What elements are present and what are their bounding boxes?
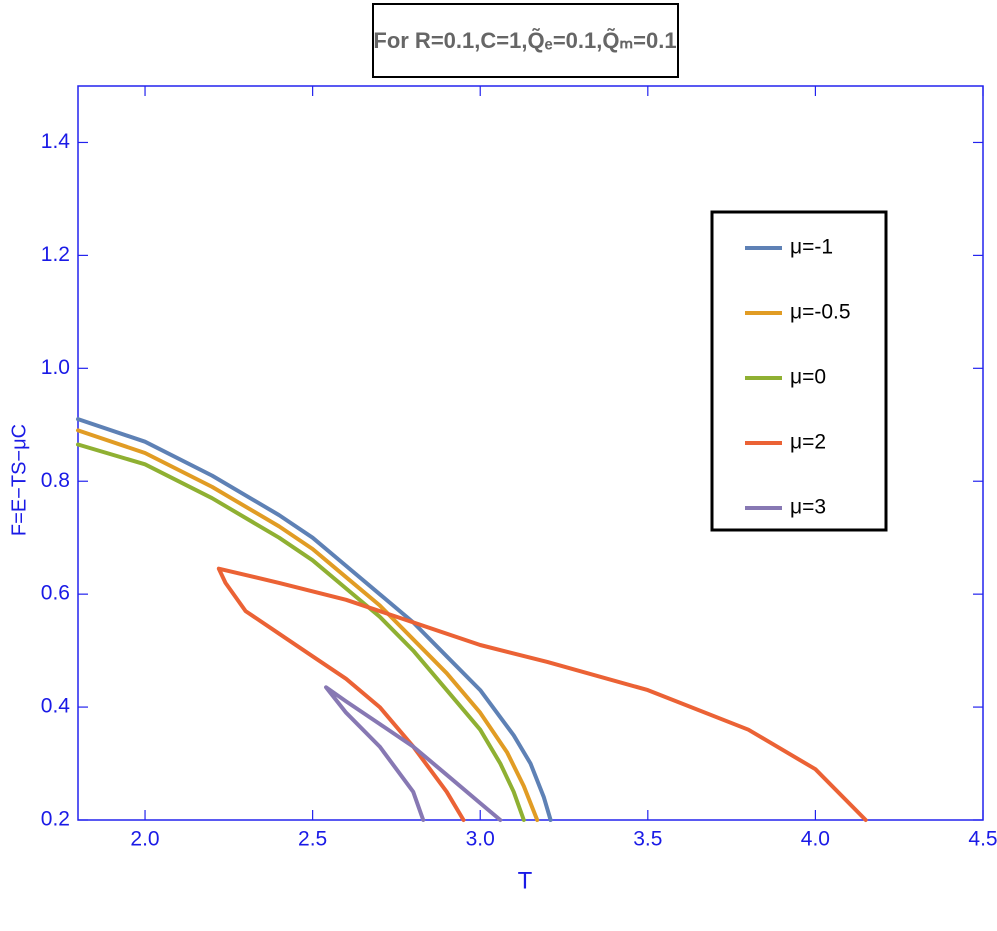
x-axis-label: T: [518, 867, 533, 894]
y-tick-label: 0.8: [41, 469, 70, 492]
x-tick-label: 4.5: [968, 828, 997, 851]
legend-box: [710, 210, 888, 532]
series-line: [76, 442, 526, 822]
series-line: [216, 566, 868, 822]
y-tick-label: 0.2: [41, 808, 70, 831]
x-tick-label: 3.0: [466, 828, 495, 851]
x-tick-label: 2.0: [130, 828, 159, 851]
legend-label: μ=3: [790, 496, 826, 519]
y-tick-label: 1.0: [41, 356, 70, 379]
legend-label: μ=-0.5: [790, 301, 851, 324]
x-tick-label: 4.0: [801, 828, 830, 851]
y-tick-label: 1.2: [41, 243, 70, 266]
legend-label: μ=0: [790, 366, 826, 389]
y-axis-label: F=E−TS−μC: [8, 424, 30, 536]
legend-label: μ=2: [790, 431, 826, 454]
plot-frame: [77, 85, 984, 821]
chart-title: For R=0.1,C=1,Q̃ₑ=0.1,Q̃ₘ=0.1: [373, 28, 676, 53]
series-line: [76, 428, 540, 822]
y-tick-label: 0.4: [41, 695, 71, 718]
x-tick-label: 3.5: [633, 828, 662, 851]
legend-label: μ=-1: [790, 236, 833, 259]
x-tick-label: 2.5: [298, 828, 327, 851]
title-box: [372, 3, 679, 78]
y-tick-label: 1.4: [41, 130, 71, 153]
series-line: [324, 685, 503, 822]
y-tick-label: 0.6: [41, 582, 70, 605]
series-line: [76, 417, 553, 822]
